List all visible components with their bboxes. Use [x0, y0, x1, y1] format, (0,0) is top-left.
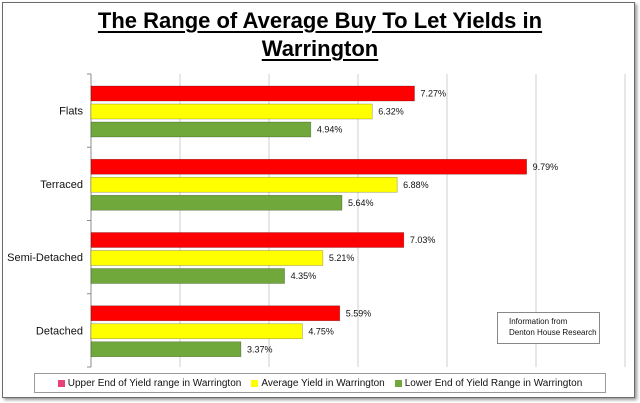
- legend: Upper End of Yield range in Warrington A…: [34, 373, 606, 393]
- chart-title-line2: Warrington: [261, 36, 379, 61]
- legend-label-upper: Upper End of Yield range in Warrington: [67, 377, 242, 389]
- legend-swatch-upper: [57, 379, 65, 387]
- data-label: 4.75%: [308, 326, 334, 336]
- category-label: Flats: [59, 106, 83, 118]
- bar: [90, 103, 373, 120]
- data-label: 4.35%: [291, 271, 317, 281]
- source-note-line1: Information from: [509, 317, 568, 326]
- source-note-line2: Denton House Research: [509, 328, 597, 337]
- bar: [90, 341, 242, 358]
- category-label: Terraced: [40, 179, 83, 191]
- data-label: 3.37%: [247, 344, 273, 354]
- category-label: Semi-Detached: [7, 252, 83, 264]
- bar: [90, 250, 324, 266]
- legend-label-lower: Lower End of Yield Range in Warrington: [404, 377, 583, 389]
- bar: [90, 158, 527, 175]
- category-label: Detached: [36, 325, 83, 337]
- data-label: 5.21%: [329, 253, 355, 263]
- source-note: Information from Denton House Research: [497, 312, 600, 344]
- data-label: 6.88%: [403, 180, 429, 190]
- bar: [90, 232, 405, 248]
- legend-item-average: Average Yield in Warrington: [251, 377, 385, 389]
- data-label: 6.32%: [378, 107, 404, 117]
- legend-item-lower: Lower End of Yield Range in Warrington: [394, 377, 583, 389]
- data-label: 7.27%: [421, 89, 447, 99]
- chart-title-line1: The Range of Average Buy To Let Yields i…: [97, 8, 543, 33]
- legend-swatch-average: [251, 379, 259, 387]
- legend-swatch-lower: [394, 379, 402, 387]
- legend-label-average: Average Yield in Warrington: [261, 377, 385, 389]
- legend-item-upper: Upper End of Yield range in Warrington: [57, 377, 242, 389]
- data-label: 4.94%: [317, 125, 343, 135]
- bar: [90, 121, 312, 138]
- data-label: 7.03%: [410, 235, 436, 245]
- data-label: 9.79%: [533, 162, 559, 172]
- bar: [90, 305, 341, 322]
- bar: [90, 268, 285, 284]
- data-label: 5.59%: [346, 308, 372, 318]
- bar: [90, 176, 398, 193]
- bar: [90, 85, 415, 102]
- bar: [90, 323, 303, 340]
- bar: [90, 194, 343, 211]
- data-label: 5.64%: [348, 198, 374, 208]
